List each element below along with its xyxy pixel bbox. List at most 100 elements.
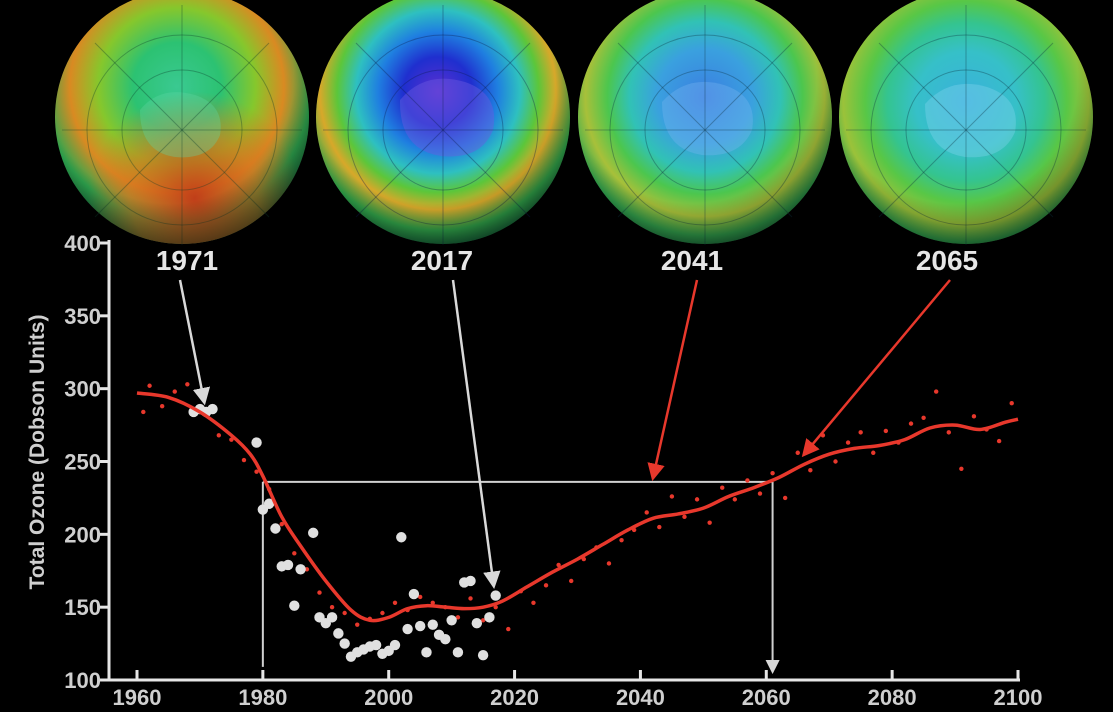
- model-run-point: [959, 466, 964, 471]
- model-run-point: [745, 478, 750, 483]
- model-run-point: [531, 600, 536, 605]
- model-run-point: [757, 491, 763, 496]
- observation-point: [251, 437, 262, 448]
- model-run-point: [392, 600, 398, 605]
- label-2065: 2065: [916, 245, 978, 276]
- model-run-point: [506, 626, 511, 632]
- model-run-point: [304, 567, 310, 572]
- observation-point: [270, 523, 281, 534]
- globe-2041: [578, 0, 832, 245]
- model-run-point: [317, 590, 322, 595]
- model-run-point: [946, 430, 951, 435]
- model-run-point: [694, 497, 700, 502]
- model-mean-curve: [136, 391, 1019, 623]
- observation-point: [421, 647, 432, 658]
- model-run-point: [1009, 401, 1014, 406]
- model-run-point: [732, 497, 738, 502]
- callout-arrow-2065: [801, 279, 951, 458]
- model-run-point: [141, 409, 146, 415]
- callout-arrow-2017: [451, 279, 501, 589]
- y-tick-label: 400: [64, 231, 101, 256]
- label-1971: 1971: [156, 245, 218, 276]
- model-run-point: [606, 561, 612, 566]
- model-run-point: [971, 414, 977, 419]
- model-run-point: [833, 459, 838, 464]
- model-run-point: [185, 382, 190, 387]
- model-run-point: [883, 428, 889, 434]
- observation-point: [440, 634, 451, 645]
- model-run-point: [908, 421, 914, 426]
- model-run-point: [996, 438, 1002, 444]
- model-run-point: [808, 468, 813, 473]
- model-run-point: [279, 521, 284, 527]
- model-run-point: [430, 600, 435, 605]
- y-tick-label: 150: [64, 595, 101, 620]
- model-run-point: [720, 485, 725, 490]
- y-tick-label: 300: [64, 377, 101, 402]
- observation-point: [389, 639, 401, 651]
- model-run-point: [795, 450, 800, 455]
- callout-arrow-1971: [178, 279, 211, 406]
- observation-point: [396, 532, 407, 543]
- y-ticks: 100 150 200 250 300 350 400: [64, 231, 109, 693]
- model-run-point: [845, 440, 851, 445]
- callout-arrow-2041: [647, 279, 699, 482]
- observation-point: [414, 620, 426, 632]
- globe-1971: [55, 0, 309, 245]
- model-run-point: [216, 433, 222, 438]
- observation-point: [333, 628, 344, 639]
- model-run-point: [682, 514, 687, 520]
- model-run-point: [480, 618, 486, 623]
- x-tick-label: 2080: [868, 685, 917, 710]
- x-tick-label: 1960: [113, 685, 162, 710]
- model-run-point: [556, 562, 561, 568]
- x-tick-label: 2060: [742, 685, 791, 710]
- model-mean-line: [136, 391, 1019, 623]
- globe-2017: [316, 0, 570, 245]
- observation-point: [308, 527, 319, 539]
- model-run-point: [858, 430, 863, 435]
- model-run-point: [147, 383, 152, 388]
- model-run-point: [707, 520, 712, 525]
- model-run-point: [543, 583, 549, 588]
- model-run-points: [141, 382, 1014, 632]
- observation-point: [477, 650, 489, 661]
- x-tick-label: 1980: [238, 685, 287, 710]
- model-run-point: [417, 594, 423, 600]
- model-run-point: [455, 615, 461, 620]
- observation-point: [465, 575, 476, 587]
- observation-point: [484, 612, 495, 623]
- y-axis-label: Total Ozone (Dobson Units): [26, 315, 49, 590]
- model-run-point: [342, 610, 347, 616]
- x-tick-label: 2020: [490, 685, 539, 710]
- globe-2065: [839, 0, 1093, 245]
- observation-points: [188, 403, 501, 662]
- model-run-point: [329, 604, 335, 610]
- x-tick-label: 2100: [994, 685, 1043, 710]
- model-run-point: [770, 470, 775, 476]
- observation-point: [452, 647, 464, 658]
- label-2017: 2017: [411, 245, 473, 276]
- model-run-point: [159, 403, 165, 409]
- observation-point: [446, 615, 457, 626]
- model-run-point: [871, 450, 876, 455]
- model-run-point: [229, 437, 234, 442]
- observation-point: [370, 639, 382, 651]
- model-run-point: [380, 610, 385, 616]
- model-run-point: [254, 469, 259, 474]
- model-run-point: [619, 537, 624, 543]
- y-tick-label: 200: [64, 522, 101, 547]
- y-tick-label: 250: [64, 450, 101, 475]
- observation-point: [282, 559, 294, 571]
- observation-point: [295, 564, 306, 575]
- model-run-point: [241, 457, 247, 463]
- model-run-point: [468, 596, 473, 601]
- observation-point: [471, 617, 483, 629]
- model-run-point: [569, 578, 574, 584]
- x-ticks: 1960 1980 2000 2020 2040 2060 2080 2100: [113, 670, 1043, 710]
- observation-point: [326, 612, 338, 623]
- model-run-point: [933, 389, 939, 394]
- observation-point: [263, 498, 275, 509]
- model-run-point: [782, 495, 788, 501]
